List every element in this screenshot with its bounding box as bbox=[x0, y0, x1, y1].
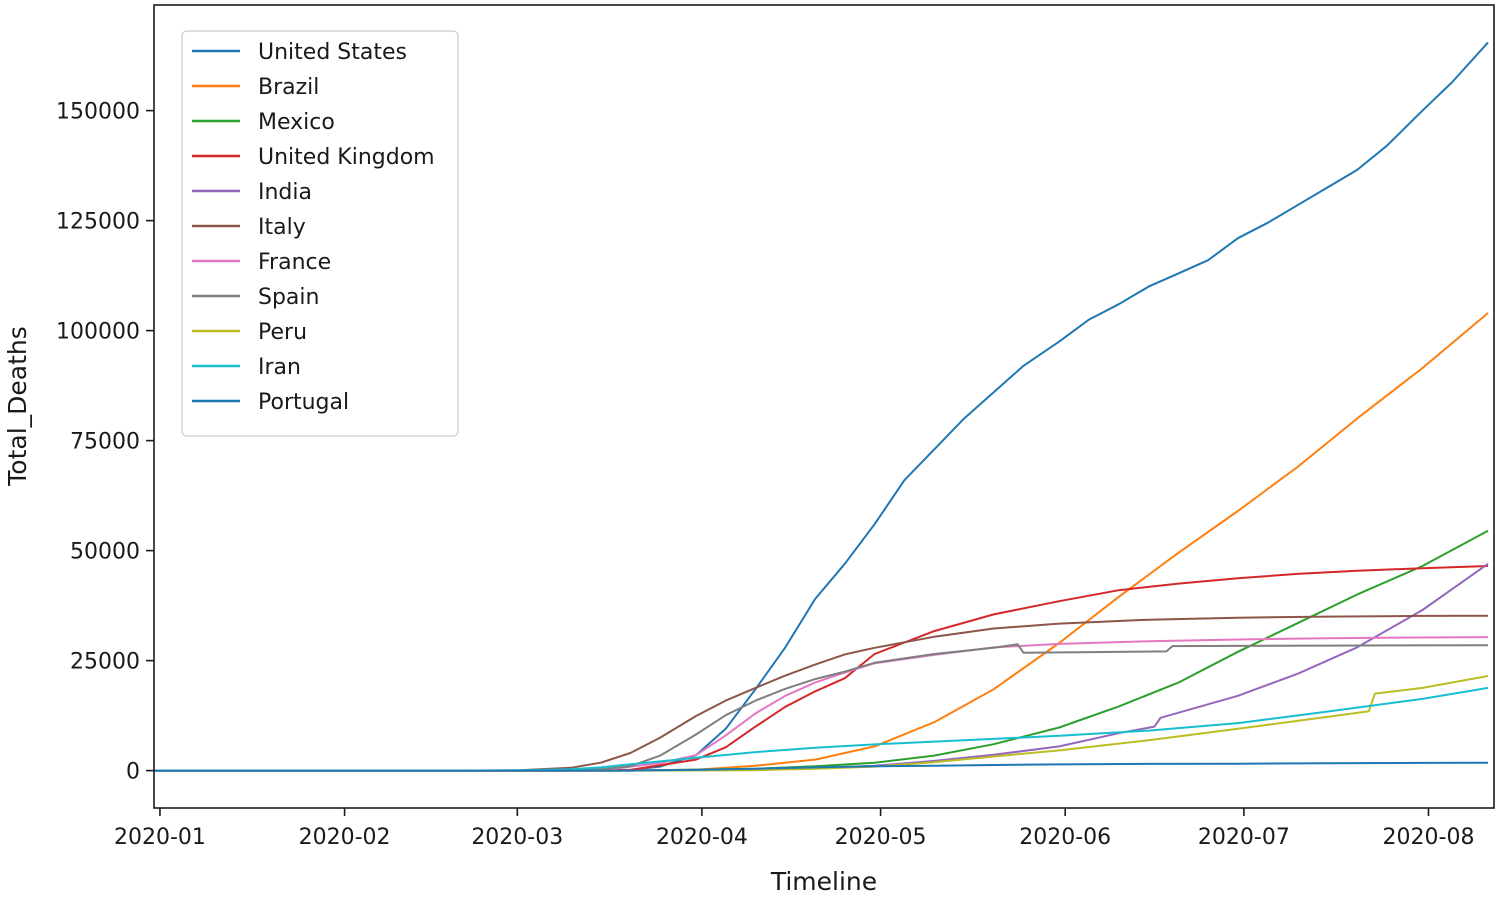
legend-label-portugal: Portugal bbox=[258, 390, 349, 415]
x-axis-label: Timeline bbox=[770, 867, 877, 896]
x-tick-label: 2020-03 bbox=[471, 825, 563, 850]
legend-label-france: France bbox=[258, 250, 331, 275]
y-tick-label: 100000 bbox=[56, 320, 140, 345]
legend-label-peru: Peru bbox=[258, 320, 307, 345]
x-tick-label: 2020-05 bbox=[835, 825, 927, 850]
x-tick-label: 2020-01 bbox=[114, 825, 206, 850]
series-line-portugal bbox=[154, 761, 1489, 772]
legend-label-united-kingdom: United Kingdom bbox=[258, 145, 435, 170]
legend-label-spain: Spain bbox=[258, 285, 319, 310]
legend-label-iran: Iran bbox=[258, 355, 301, 380]
legend-label-italy: Italy bbox=[258, 215, 306, 240]
x-tick-label: 2020-07 bbox=[1198, 825, 1290, 850]
series-line-india bbox=[154, 562, 1489, 772]
legend-label-united-states: United States bbox=[258, 40, 407, 65]
y-axis: 0 25000 50000 75000 100000 125000 150000 bbox=[56, 100, 154, 785]
legend-label-mexico: Mexico bbox=[258, 110, 335, 135]
y-tick-label: 125000 bbox=[56, 210, 140, 235]
x-tick-label: 2020-04 bbox=[656, 825, 748, 850]
x-tick-label: 2020-08 bbox=[1383, 825, 1475, 850]
y-tick-label: 75000 bbox=[70, 430, 140, 455]
y-axis-label: Total_Deaths bbox=[3, 326, 32, 487]
series-line-united-states bbox=[154, 41, 1489, 772]
x-axis: 2020-01 2020-02 2020-03 2020-04 2020-05 2020-… bbox=[114, 808, 1474, 850]
series-line-brazil bbox=[154, 312, 1489, 772]
x-tick-label: 2020-06 bbox=[1019, 825, 1111, 850]
series-line-united-kingdom bbox=[154, 565, 1489, 772]
x-tick-label: 2020-02 bbox=[299, 825, 391, 850]
y-tick-label: 25000 bbox=[70, 650, 140, 675]
series-line-france bbox=[154, 636, 1489, 772]
legend-label-india: India bbox=[258, 180, 312, 205]
y-tick-label: 50000 bbox=[70, 540, 140, 565]
y-tick-label: 0 bbox=[126, 760, 140, 785]
legend-label-brazil: Brazil bbox=[258, 75, 319, 100]
plot-frame bbox=[153, 4, 1495, 809]
series-line-mexico bbox=[154, 529, 1489, 772]
series-line-italy bbox=[154, 614, 1489, 772]
series-line-iran bbox=[154, 686, 1489, 772]
legend-box bbox=[181, 30, 459, 437]
legend: United States Brazil Mexico United Kingdom I… bbox=[181, 30, 459, 437]
series-line-peru bbox=[154, 675, 1489, 772]
series-line-spain bbox=[154, 643, 1489, 772]
series-layer bbox=[154, 41, 1489, 772]
y-tick-label: 150000 bbox=[56, 100, 140, 125]
